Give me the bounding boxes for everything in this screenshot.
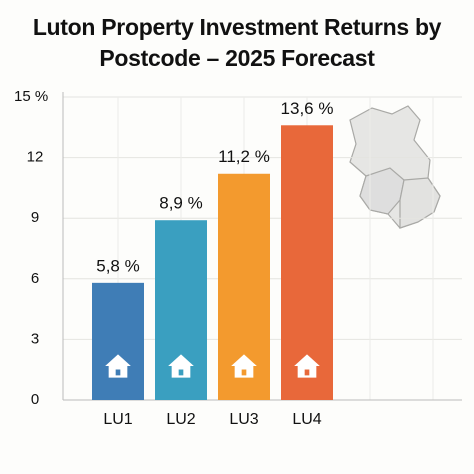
value-label: 5,8 % bbox=[96, 256, 139, 275]
y-tick-label: 12 bbox=[27, 149, 44, 166]
value-label: 11,2 % bbox=[218, 147, 270, 166]
chart-title: Luton Property Investment Returns by Pos… bbox=[32, 14, 442, 71]
x-tick-label: LU4 bbox=[292, 411, 321, 428]
map-decoration bbox=[349, 105, 441, 229]
bar bbox=[281, 125, 333, 400]
y-tick-label: 0 bbox=[31, 391, 39, 408]
value-label: 13,6 % bbox=[281, 99, 334, 118]
bar bbox=[155, 220, 207, 400]
x-tick-label: LU2 bbox=[166, 411, 195, 428]
y-tick-label: 15 % bbox=[14, 88, 48, 105]
x-tick-label: LU1 bbox=[103, 411, 132, 428]
y-tick-label: 6 bbox=[31, 270, 39, 287]
x-tick-label: LU3 bbox=[229, 411, 258, 428]
bar bbox=[92, 282, 144, 400]
y-tick-label: 9 bbox=[31, 209, 39, 226]
y-tick-label: 3 bbox=[31, 330, 39, 347]
value-label: 8,9 % bbox=[159, 194, 202, 213]
